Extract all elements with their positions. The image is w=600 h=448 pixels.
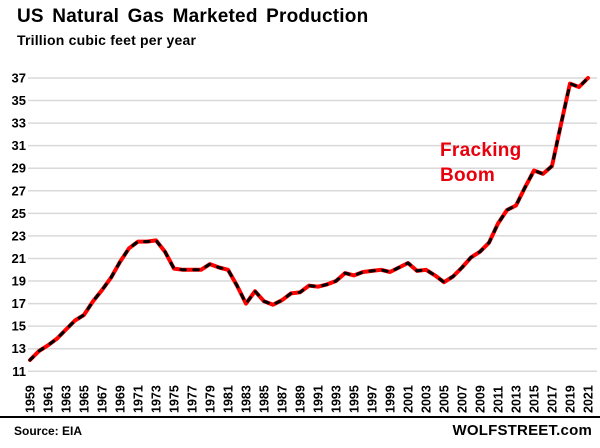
- y-tick-label: 29: [12, 161, 26, 176]
- y-tick-label: 15: [12, 319, 26, 334]
- production-line-dash-markers: [28, 76, 590, 362]
- x-tick-label: 1985: [258, 385, 272, 413]
- x-tick-label: 1977: [186, 385, 200, 413]
- y-tick-label: 13: [12, 341, 26, 356]
- x-tick-label: 2015: [528, 385, 542, 413]
- x-tick-label: 1959: [24, 385, 38, 413]
- y-tick-label: 33: [12, 116, 26, 131]
- chart-area: 11 13 15 17 19 21 23 25 27 29 31 33 35 37 1959 1961 1963…: [12, 71, 597, 413]
- x-tick-label: 1981: [222, 385, 236, 413]
- x-tick-label: 2009: [474, 385, 488, 413]
- chart-footer: Source: EIA WOLFSTREET.com: [0, 416, 600, 448]
- y-tick-label: 31: [12, 138, 26, 153]
- x-tick-label: 1979: [204, 385, 218, 413]
- x-tick-label: 1967: [96, 385, 110, 413]
- fracking-boom-annotation: Fracking Boom: [440, 138, 522, 189]
- x-tick-label: 2007: [456, 385, 470, 413]
- annotation-line-2: Boom: [440, 165, 496, 187]
- x-tick-label: 1997: [366, 385, 380, 413]
- x-tick-label: 1971: [132, 385, 146, 413]
- x-tick-label: 1991: [312, 385, 326, 413]
- page-title: US Natural Gas Marketed Production: [17, 6, 369, 27]
- y-tick-label: 11: [12, 364, 26, 379]
- x-tick-label: 2021: [582, 385, 596, 413]
- x-tick-label: 2003: [420, 385, 434, 413]
- y-tick-label: 37: [12, 71, 26, 86]
- y-tick-label: 35: [12, 93, 26, 108]
- x-tick-label: 1961: [42, 385, 56, 413]
- annotation-line-1: Fracking: [440, 140, 522, 161]
- x-tick-label: 1983: [240, 385, 254, 413]
- y-tick-label: 21: [12, 251, 26, 266]
- x-tick-label: 2011: [492, 386, 506, 413]
- x-tick-label: 1963: [60, 385, 74, 413]
- x-tick-label: 1999: [384, 385, 398, 413]
- x-tick-label: 2017: [546, 385, 560, 413]
- y-tick-label: 25: [12, 206, 26, 221]
- y-tick-label: 19: [12, 274, 26, 289]
- x-tick-label: 1975: [168, 385, 182, 413]
- y-tick-label: 17: [12, 296, 26, 311]
- x-tick-label: 1973: [150, 385, 164, 413]
- wolfstreet-brand: WOLFSTREET.com: [452, 422, 592, 439]
- chart-header: US Natural Gas Marketed Production Trill…: [17, 6, 368, 48]
- x-tick-label: 1995: [348, 385, 362, 413]
- production-chart: 11 13 15 17 19 21 23 25 27 29 31 33 35 37 1959 1961 1963…: [12, 71, 597, 413]
- x-tick-label: 1965: [78, 385, 92, 413]
- x-tick-label: 1969: [114, 385, 128, 413]
- x-tick-label: 2019: [564, 385, 578, 413]
- x-tick-label: 1987: [276, 385, 290, 413]
- x-tick-label: 2013: [510, 385, 524, 413]
- y-tick-label: 27: [12, 183, 26, 198]
- source-label: Source: EIA: [14, 424, 83, 438]
- x-tick-label: 1993: [330, 385, 344, 413]
- x-tick-label: 2005: [438, 385, 452, 413]
- production-line: [28, 76, 590, 362]
- y-tick-label: 23: [12, 228, 26, 243]
- chart-subtitle: Trillion cubic feet per year: [17, 32, 197, 48]
- x-tick-label: 2001: [402, 385, 416, 413]
- x-tick-label: 1989: [294, 385, 308, 413]
